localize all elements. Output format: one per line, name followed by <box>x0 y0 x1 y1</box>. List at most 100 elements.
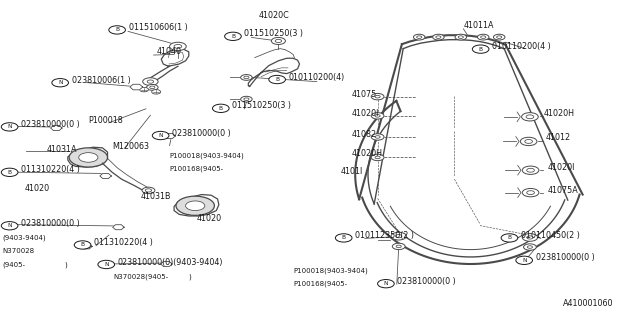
Text: 41020H: 41020H <box>351 149 382 158</box>
Circle shape <box>74 241 91 249</box>
Circle shape <box>413 34 425 40</box>
Circle shape <box>477 34 489 40</box>
Circle shape <box>436 36 441 38</box>
Circle shape <box>52 79 68 87</box>
Text: P100168(9405-: P100168(9405- <box>169 166 223 172</box>
Circle shape <box>378 280 394 288</box>
Text: B: B <box>219 106 223 111</box>
Circle shape <box>375 115 380 117</box>
Text: 011310220(4 ): 011310220(4 ) <box>94 238 153 247</box>
Circle shape <box>271 37 285 44</box>
Text: 023810006(1 ): 023810006(1 ) <box>72 76 131 85</box>
Circle shape <box>391 232 406 240</box>
Text: M120063: M120063 <box>113 142 150 151</box>
Text: 41075: 41075 <box>351 90 376 99</box>
Circle shape <box>526 115 534 119</box>
Text: 023810000(0 ): 023810000(0 ) <box>172 129 231 138</box>
Circle shape <box>109 26 125 34</box>
Text: P100018(9403-9404): P100018(9403-9404) <box>169 153 244 159</box>
Circle shape <box>497 36 502 38</box>
Circle shape <box>371 113 384 119</box>
Circle shape <box>1 123 18 131</box>
Circle shape <box>98 260 115 269</box>
Text: 010110200(4): 010110200(4) <box>289 73 345 82</box>
Text: N: N <box>7 223 12 228</box>
Text: B: B <box>508 236 511 240</box>
Circle shape <box>371 134 384 140</box>
Circle shape <box>522 234 538 241</box>
Circle shape <box>455 34 467 40</box>
Text: (9403-9404): (9403-9404) <box>2 234 45 241</box>
Circle shape <box>472 45 489 53</box>
Text: 010110200(4 ): 010110200(4 ) <box>492 42 551 51</box>
Text: N: N <box>522 258 527 263</box>
Circle shape <box>501 234 518 242</box>
Circle shape <box>527 246 532 248</box>
Text: A410001060: A410001060 <box>563 299 613 308</box>
Text: P100018(9403-9404): P100018(9403-9404) <box>293 268 368 274</box>
Text: 41011A: 41011A <box>463 21 494 30</box>
Text: N: N <box>58 80 63 85</box>
Circle shape <box>524 244 536 250</box>
Text: 41020C: 41020C <box>259 11 289 20</box>
Polygon shape <box>130 84 143 90</box>
Circle shape <box>69 148 108 167</box>
Circle shape <box>520 137 537 146</box>
Polygon shape <box>164 133 175 139</box>
Text: 41020: 41020 <box>25 184 50 193</box>
Polygon shape <box>161 261 172 267</box>
Circle shape <box>145 189 152 192</box>
Text: 023810000(0 ): 023810000(0 ) <box>21 120 80 129</box>
Circle shape <box>244 98 249 100</box>
Text: B: B <box>275 77 279 82</box>
Text: 41075A: 41075A <box>547 186 578 195</box>
Text: 023810000(0 ): 023810000(0 ) <box>21 219 80 228</box>
Circle shape <box>1 221 18 230</box>
Text: 023810000(0 ): 023810000(0 ) <box>536 253 595 262</box>
Circle shape <box>275 39 282 43</box>
Text: B: B <box>8 170 12 175</box>
Text: ): ) <box>64 261 67 268</box>
Circle shape <box>375 136 380 138</box>
Text: 41020I: 41020I <box>351 109 379 118</box>
Circle shape <box>176 196 214 215</box>
Circle shape <box>392 243 405 250</box>
Text: (9405-: (9405- <box>2 261 25 268</box>
Text: 010110450(2 ): 010110450(2 ) <box>521 231 580 240</box>
Circle shape <box>225 32 241 41</box>
Text: P100018: P100018 <box>88 116 123 125</box>
Circle shape <box>525 140 532 143</box>
Circle shape <box>458 36 463 38</box>
Circle shape <box>212 104 229 112</box>
Text: 4101I: 4101I <box>341 167 364 176</box>
Circle shape <box>371 154 384 161</box>
Text: N: N <box>383 281 388 286</box>
Text: 41020I: 41020I <box>547 163 575 172</box>
Circle shape <box>522 113 538 121</box>
Circle shape <box>527 236 533 239</box>
Circle shape <box>241 96 252 102</box>
Text: 41031B: 41031B <box>140 192 171 201</box>
Text: ): ) <box>189 274 191 280</box>
Circle shape <box>244 76 249 79</box>
Text: 41020H: 41020H <box>543 109 574 118</box>
Text: B: B <box>479 47 483 52</box>
Circle shape <box>186 201 205 211</box>
Circle shape <box>527 191 534 195</box>
Text: 41020: 41020 <box>197 214 222 223</box>
Circle shape <box>335 234 352 242</box>
Text: B: B <box>115 28 119 32</box>
Circle shape <box>140 87 148 92</box>
Circle shape <box>147 80 154 83</box>
Text: 023810000(0 ): 023810000(0 ) <box>397 277 456 286</box>
Text: 011310220(4 ): 011310220(4 ) <box>21 165 80 174</box>
Circle shape <box>150 86 155 89</box>
Text: N: N <box>158 133 163 138</box>
Circle shape <box>522 188 539 197</box>
Circle shape <box>142 187 155 194</box>
Text: N: N <box>104 262 109 267</box>
Text: N370028: N370028 <box>2 248 34 254</box>
Polygon shape <box>81 244 92 249</box>
Circle shape <box>527 168 534 172</box>
Text: N: N <box>7 124 12 129</box>
